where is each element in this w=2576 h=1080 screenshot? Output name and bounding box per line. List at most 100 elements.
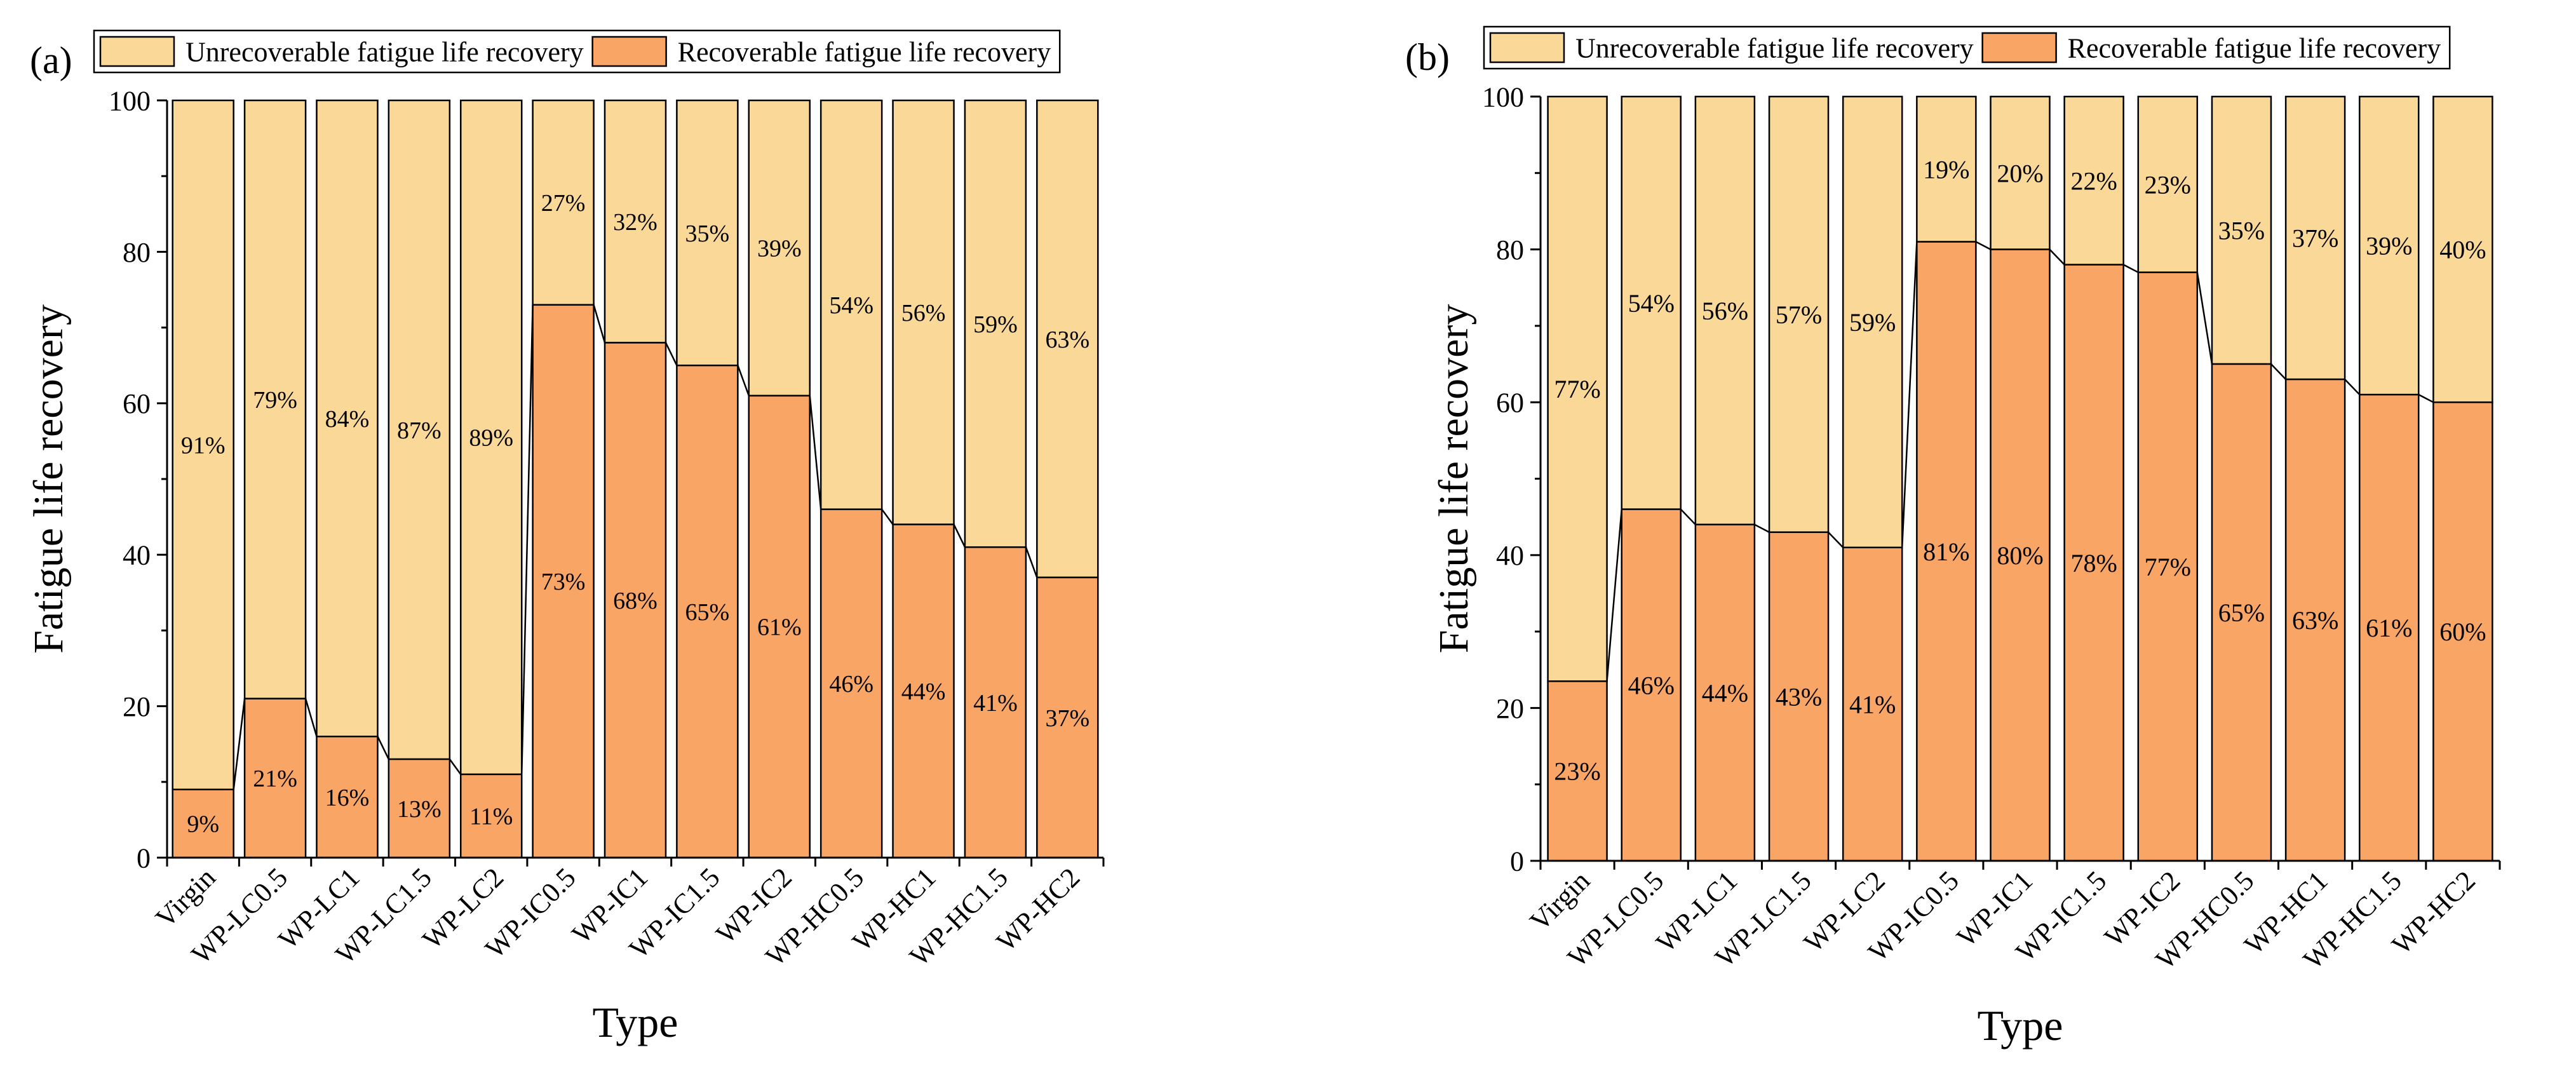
bar-recoverable-WP-IC0.5: [1916, 241, 1977, 862]
data-label-unrecoverable: 35%: [685, 220, 730, 247]
bar-recoverable-WP-HC0.5: [819, 508, 883, 859]
legend-swatch: [591, 36, 667, 67]
y-axis-title: Fatigue life recovery: [25, 304, 72, 654]
connector-line: [881, 508, 894, 525]
data-label-recoverable: 41%: [1849, 690, 1896, 719]
data-label-unrecoverable: 20%: [1997, 159, 2043, 187]
panel-a: 9% 91% 21% 79% 16% 84% 13% 87% 11% 89% 73% 27% 68% 32…: [25, 29, 1105, 1046]
legend-swatch: [1489, 32, 1565, 64]
data-label-unrecoverable: 63%: [1045, 327, 1089, 353]
data-label-unrecoverable: 77%: [1554, 375, 1600, 403]
panel-b: 23% 77% 46% 54% 44% 56% 43% 57% 41% 59% 81% 19% 80% 2…: [1405, 25, 2501, 1050]
data-label-recoverable: 73%: [541, 569, 586, 595]
data-label-unrecoverable: 56%: [1702, 297, 1748, 325]
connector-line: [448, 759, 462, 775]
connector-line: [1975, 241, 1992, 250]
bar-recoverable-WP-LC1.5: [388, 758, 451, 859]
data-label-recoverable: 61%: [2366, 614, 2412, 642]
bar-recoverable-WP-LC2: [459, 773, 523, 859]
data-label-unrecoverable: 39%: [2366, 232, 2412, 260]
bar-unrecoverable-WP-HC2: [1036, 99, 1099, 579]
data-label-recoverable: 81%: [1923, 537, 1969, 566]
bar-unrecoverable-WP-HC0.5: [819, 99, 883, 510]
data-label-recoverable: 65%: [2218, 598, 2265, 627]
connector-line: [1828, 531, 1844, 548]
bar-recoverable-WP-LC1.5: [1768, 531, 1830, 862]
data-label-recoverable: 80%: [1997, 541, 2043, 570]
y-tick-label: 0: [1510, 846, 1524, 877]
connector-line: [1754, 523, 1770, 533]
y-tick-label: 100: [109, 85, 151, 116]
x-tick-label: Virgin: [1524, 865, 1596, 936]
data-label-unrecoverable: 84%: [325, 406, 370, 433]
bar-recoverable-WP-HC1: [892, 523, 955, 859]
data-label-recoverable: 13%: [397, 796, 442, 823]
bar-recoverable-WP-HC1.5: [2359, 393, 2420, 862]
connector-line: [1901, 241, 1918, 548]
data-label-unrecoverable: 54%: [1628, 289, 1675, 318]
data-label-recoverable: 78%: [2070, 549, 2117, 577]
bar-recoverable-WP-IC1.5: [676, 364, 739, 859]
data-label-recoverable: 68%: [613, 588, 657, 614]
bar-unrecoverable-WP-IC2: [748, 99, 811, 397]
bar-recoverable-WP-LC1: [1694, 523, 1756, 862]
data-label-unrecoverable: 22%: [2070, 166, 2117, 195]
data-label-recoverable: 16%: [325, 785, 370, 811]
y-tick-label: 60: [123, 388, 151, 419]
connector-line: [2418, 394, 2434, 403]
connector-line: [2196, 272, 2213, 365]
data-label-unrecoverable: 59%: [973, 311, 1018, 338]
data-label-unrecoverable: 56%: [901, 300, 946, 327]
bar-recoverable-WP-HC0.5: [2211, 363, 2272, 862]
bar-recoverable-WP-IC0.5: [532, 304, 595, 859]
bar-recoverable-WP-IC1: [1990, 248, 2051, 862]
data-label-recoverable: 77%: [2145, 553, 2191, 581]
bar-unrecoverable-WP-IC0.5: [532, 99, 595, 306]
bar-unrecoverable-WP-HC1.5: [2359, 95, 2420, 396]
bar-recoverable-WP-IC1.5: [2063, 264, 2124, 862]
connector-line: [233, 698, 246, 790]
connector-line: [593, 304, 606, 343]
data-label-recoverable: 61%: [757, 614, 802, 641]
bar-recoverable-WP-IC2: [748, 395, 811, 859]
legend-swatch: [99, 36, 175, 67]
bar-recoverable-WP-HC1.5: [964, 546, 1027, 859]
x-axis-title: Type: [593, 998, 678, 1046]
bar-unrecoverable-WP-HC1: [2284, 95, 2346, 381]
connector-line: [2344, 379, 2361, 396]
data-label-unrecoverable: 40%: [2439, 236, 2486, 264]
data-label-unrecoverable: 32%: [613, 209, 657, 236]
legend-label: Unrecoverable fatigue life recovery: [1575, 32, 1974, 64]
bar-recoverable-WP-HC2: [2432, 401, 2493, 862]
y-tick-label: 60: [1496, 388, 1524, 419]
bar-recoverable-WP-LC2: [1842, 546, 1903, 862]
data-label-unrecoverable: 37%: [2292, 224, 2338, 253]
data-label-unrecoverable: 39%: [757, 236, 802, 262]
connector-line: [664, 342, 678, 366]
legend-label: Unrecoverable fatigue life recovery: [185, 36, 584, 67]
data-label-unrecoverable: 27%: [541, 190, 586, 217]
bar-unrecoverable-WP-IC0.5: [1916, 95, 1977, 243]
panel-label: (a): [30, 39, 72, 81]
connector-line: [1680, 508, 1696, 525]
legend-label: Recoverable fatigue life recovery: [678, 36, 1051, 67]
bar-recoverable-WP-HC2: [1036, 576, 1099, 859]
x-axis-title: Type: [1978, 1001, 2063, 1050]
bar-recoverable-WP-LC0.5: [1621, 508, 1682, 862]
data-label-unrecoverable: 91%: [181, 433, 226, 459]
y-tick-label: 80: [123, 237, 151, 268]
connector-line: [1606, 509, 1622, 682]
legend-swatch: [1981, 32, 2057, 64]
legend-box: [1483, 25, 2451, 70]
connector-line: [737, 365, 750, 396]
connector-line: [953, 523, 966, 548]
bar-unrecoverable-WP-HC2: [2432, 95, 2493, 403]
x-tick-label: WP-HC2: [2386, 865, 2481, 960]
bar-unrecoverable-WP-LC0.5: [243, 99, 307, 699]
data-label-recoverable: 41%: [973, 690, 1018, 717]
connector-line: [2123, 264, 2139, 273]
bar-recoverable-WP-LC1: [316, 736, 379, 859]
data-label-unrecoverable: 54%: [829, 292, 873, 319]
bar-unrecoverable-WP-LC2: [1842, 95, 1903, 549]
